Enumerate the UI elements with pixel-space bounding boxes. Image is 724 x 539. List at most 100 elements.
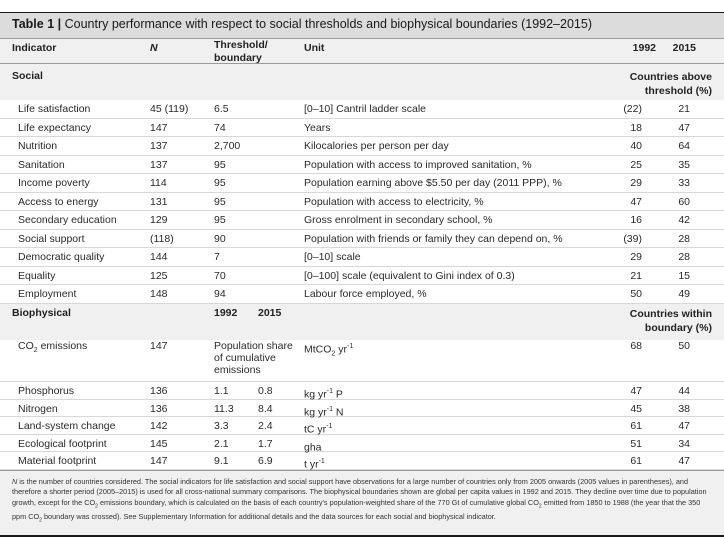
cell-v1992: 29 — [630, 177, 642, 189]
col-header-indicator: Indicator — [12, 42, 57, 54]
cell-n: 144 — [150, 251, 168, 263]
cell-unit: Years — [304, 121, 331, 134]
cell-unit: Population with friends or family they c… — [304, 232, 563, 245]
cell-indicator: Social support — [18, 232, 85, 245]
cell-indicator: Ecological footprint — [18, 437, 107, 450]
cell-threshold: 7 — [214, 251, 220, 263]
col-header-unit: Unit — [304, 42, 325, 54]
col-header-2015: 2015 — [672, 42, 696, 54]
table-row: Phosphorus 136 1.1 0.8 47 44 kg yr-1 P — [0, 382, 724, 401]
cell-threshold: 2,700 — [214, 140, 241, 152]
cell-threshold: 94 — [214, 288, 226, 300]
cell-unit: [0–100] scale (equivalent to Gini index … — [304, 269, 515, 282]
table-row: Land-system change 142 3.3 2.4 61 47 tC yr-1 — [0, 417, 724, 436]
cell-unit: Labour force employed, % — [304, 288, 427, 300]
biophysical-measure-label: Countries within boundary (%) — [629, 308, 712, 334]
cell-n: 142 — [150, 420, 168, 433]
cell-n: 114 — [150, 177, 167, 189]
cell-v2015: 34 — [678, 437, 690, 450]
cell-n: 136 — [150, 385, 168, 397]
cell-v1992: 29 — [630, 251, 642, 263]
co2-unit: MtCO2 yr-1 — [304, 343, 354, 358]
biophysical-2015-label: 2015 — [258, 307, 282, 319]
table-row: Income poverty 114 95 Population earning ab… — [0, 174, 724, 193]
cell-indicator: Sanitation — [18, 158, 65, 171]
cell-v2015: 28 — [678, 251, 690, 263]
table-row: Sanitation 137 95 Population with access to… — [0, 156, 724, 174]
social-measure-label: Countries above threshold (%) — [629, 71, 712, 97]
cell-indicator: Democratic quality — [18, 251, 105, 263]
cell-indicator: Employment — [18, 288, 77, 300]
cell-n: 129 — [150, 214, 168, 226]
cell-unit: Population with access to electricity, % — [304, 195, 484, 208]
table-row: Social support (118) 90 Population with fri… — [0, 230, 724, 248]
cell-indicator: Life expectancy — [18, 121, 91, 134]
cell-v2015: 15 — [678, 269, 690, 282]
cell-b2015: 2.4 — [258, 420, 273, 433]
cell-unit: [0–10] scale — [304, 251, 361, 263]
cell-b2015: 1.7 — [258, 437, 273, 450]
cell-v2015: 49 — [678, 288, 690, 300]
cell-v1992: 50 — [630, 288, 642, 300]
cell-indicator: Land-system change — [18, 420, 116, 433]
cell-unit: t yr-1 — [304, 458, 325, 471]
cell-indicator: Access to energy — [18, 195, 99, 208]
col-header-1992: 1992 — [632, 42, 656, 54]
cell-v1992: (39) — [623, 232, 642, 245]
cell-v2015: 64 — [678, 140, 690, 152]
cell-v2015: 28 — [678, 232, 690, 245]
cell-unit: [0–10] Cantril ladder scale — [304, 103, 426, 115]
social-section-label: Social — [12, 70, 43, 82]
cell-unit: tC yr-1 — [304, 423, 333, 436]
cell-indicator: Phosphorus — [18, 385, 75, 397]
cell-indicator: Life satisfaction — [18, 103, 91, 115]
cell-b1992: 3.3 — [214, 420, 229, 433]
table-title-text: Country performance with respect to soci… — [61, 17, 592, 31]
cell-v2015: 33 — [678, 177, 690, 189]
cell-indicator: Equality — [18, 269, 56, 282]
table-row: Access to energy 131 95 Population with acc… — [0, 193, 724, 211]
cell-unit: Population earning above $5.50 per day (… — [304, 177, 562, 189]
table-row: Ecological footprint 145 2.1 1.7 51 34 gha — [0, 435, 724, 453]
biophysical-1992-label: 1992 — [214, 307, 238, 319]
cell-v2015: 47 — [678, 420, 690, 433]
cell-n: 136 — [150, 402, 168, 415]
cell-v1992: 61 — [630, 455, 642, 468]
table-row: Employment 148 94 Labour force employed, % 5… — [0, 285, 724, 304]
cell-n: 148 — [150, 288, 168, 300]
cell-threshold: 70 — [214, 269, 226, 282]
co2-2015: 50 — [678, 340, 690, 352]
cell-indicator: Nutrition — [18, 140, 58, 152]
social-section-header: Social Countries above threshold (%) — [0, 64, 724, 100]
co2-indicator: CO2 emissions — [18, 340, 88, 355]
table-row: Nitrogen 136 11.3 8.4 45 38 kg yr-1 N — [0, 400, 724, 418]
table-row-co2: CO2 emissions 147 Population share of cu… — [0, 334, 724, 382]
cell-n: 137 — [150, 140, 168, 152]
cell-n: 147 — [150, 455, 168, 468]
cell-v1992: (22) — [623, 103, 642, 115]
biophysical-section-header: Biophysical 1992 2015 Countries within bo… — [0, 304, 724, 340]
table-footnote-area: N is the number of countries considered.… — [0, 470, 724, 536]
cell-v2015: 42 — [678, 214, 690, 226]
column-header-row: Indicator N Threshold/boundary Unit 1992… — [0, 38, 724, 64]
cell-n: 147 — [150, 121, 168, 134]
cell-n: 125 — [150, 269, 168, 282]
cell-threshold: 95 — [214, 177, 226, 189]
table-footnote: N is the number of countries considered.… — [12, 477, 707, 524]
table-row: Democratic quality 144 7 [0–10] scale 29 28 — [0, 248, 724, 267]
cell-threshold: 95 — [214, 214, 226, 226]
cell-n: (118) — [150, 232, 174, 245]
cell-v2015: 47 — [678, 121, 690, 134]
cell-n: 45 (119) — [150, 103, 189, 115]
col-header-threshold: Threshold/boundary — [214, 39, 268, 64]
cell-b1992: 2.1 — [214, 437, 229, 450]
table-row: Nutrition 137 2,700 Kilocalories per person… — [0, 137, 724, 156]
cell-n: 137 — [150, 158, 168, 171]
cell-v1992: 21 — [630, 269, 642, 282]
table-bottom-rule — [0, 535, 724, 537]
cell-v2015: 35 — [678, 158, 690, 171]
co2-n: 147 — [150, 340, 168, 352]
cell-threshold: 95 — [214, 195, 226, 208]
col-header-n: N — [150, 42, 158, 54]
